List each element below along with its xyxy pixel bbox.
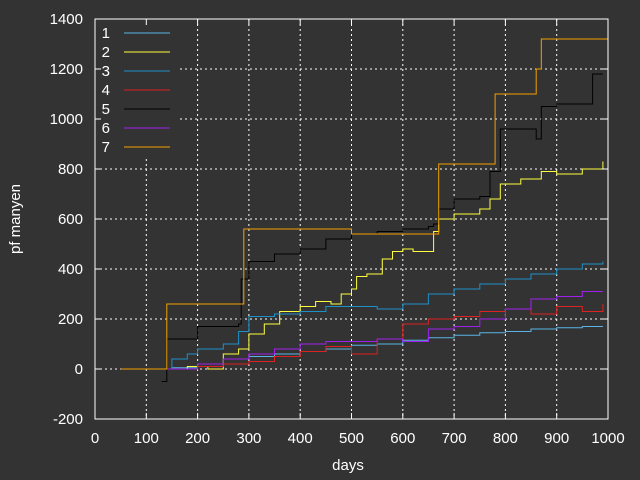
x-axis-label: days xyxy=(332,457,364,474)
x-tick-label: 600 xyxy=(390,430,415,447)
axis-ticks: 0 100 200 300 400 500 600 700 800 900 1000 -200 0 200… xyxy=(50,11,625,447)
x-tick-label: 100 xyxy=(134,430,159,447)
x-tick-label: 0 xyxy=(91,430,99,447)
x-tick-label: 500 xyxy=(339,430,364,447)
y-tick-label: 200 xyxy=(58,311,83,328)
x-tick-label: 200 xyxy=(185,430,210,447)
legend-background xyxy=(100,19,180,159)
legend-label-7: 7 xyxy=(102,139,110,156)
y-tick-label: 1400 xyxy=(50,11,83,28)
series-lines xyxy=(120,38,608,382)
series-line-6 xyxy=(166,291,603,370)
x-tick-label: 900 xyxy=(544,430,569,447)
y-tick-label: 1000 xyxy=(50,111,83,128)
legend-label-2: 2 xyxy=(102,44,110,61)
series-line-2 xyxy=(166,161,604,370)
y-tick-label: 0 xyxy=(75,361,83,378)
x-tick-label: 700 xyxy=(442,430,467,447)
legend-label-4: 4 xyxy=(102,82,110,99)
series-line-7 xyxy=(120,38,608,370)
legend-label-5: 5 xyxy=(102,101,110,118)
legend: 1 2 3 4 5 6 7 xyxy=(102,25,170,156)
y-tick-label: 600 xyxy=(58,211,83,228)
series-line-3 xyxy=(161,261,604,370)
x-tick-label: 800 xyxy=(493,430,518,447)
y-tick-label: -200 xyxy=(53,411,83,428)
x-tick-label: 1000 xyxy=(591,430,624,447)
legend-label-3: 3 xyxy=(102,63,110,80)
x-tick-label: 300 xyxy=(236,430,261,447)
legend-label-1: 1 xyxy=(102,25,110,42)
series-line-5 xyxy=(161,73,603,382)
x-tick-label: 400 xyxy=(288,430,313,447)
y-tick-label: 1200 xyxy=(50,61,83,78)
y-axis-label: pf manyen xyxy=(7,184,24,254)
y-tick-label: 400 xyxy=(58,261,83,278)
y-tick-label: 800 xyxy=(58,161,83,178)
legend-label-6: 6 xyxy=(102,120,110,137)
